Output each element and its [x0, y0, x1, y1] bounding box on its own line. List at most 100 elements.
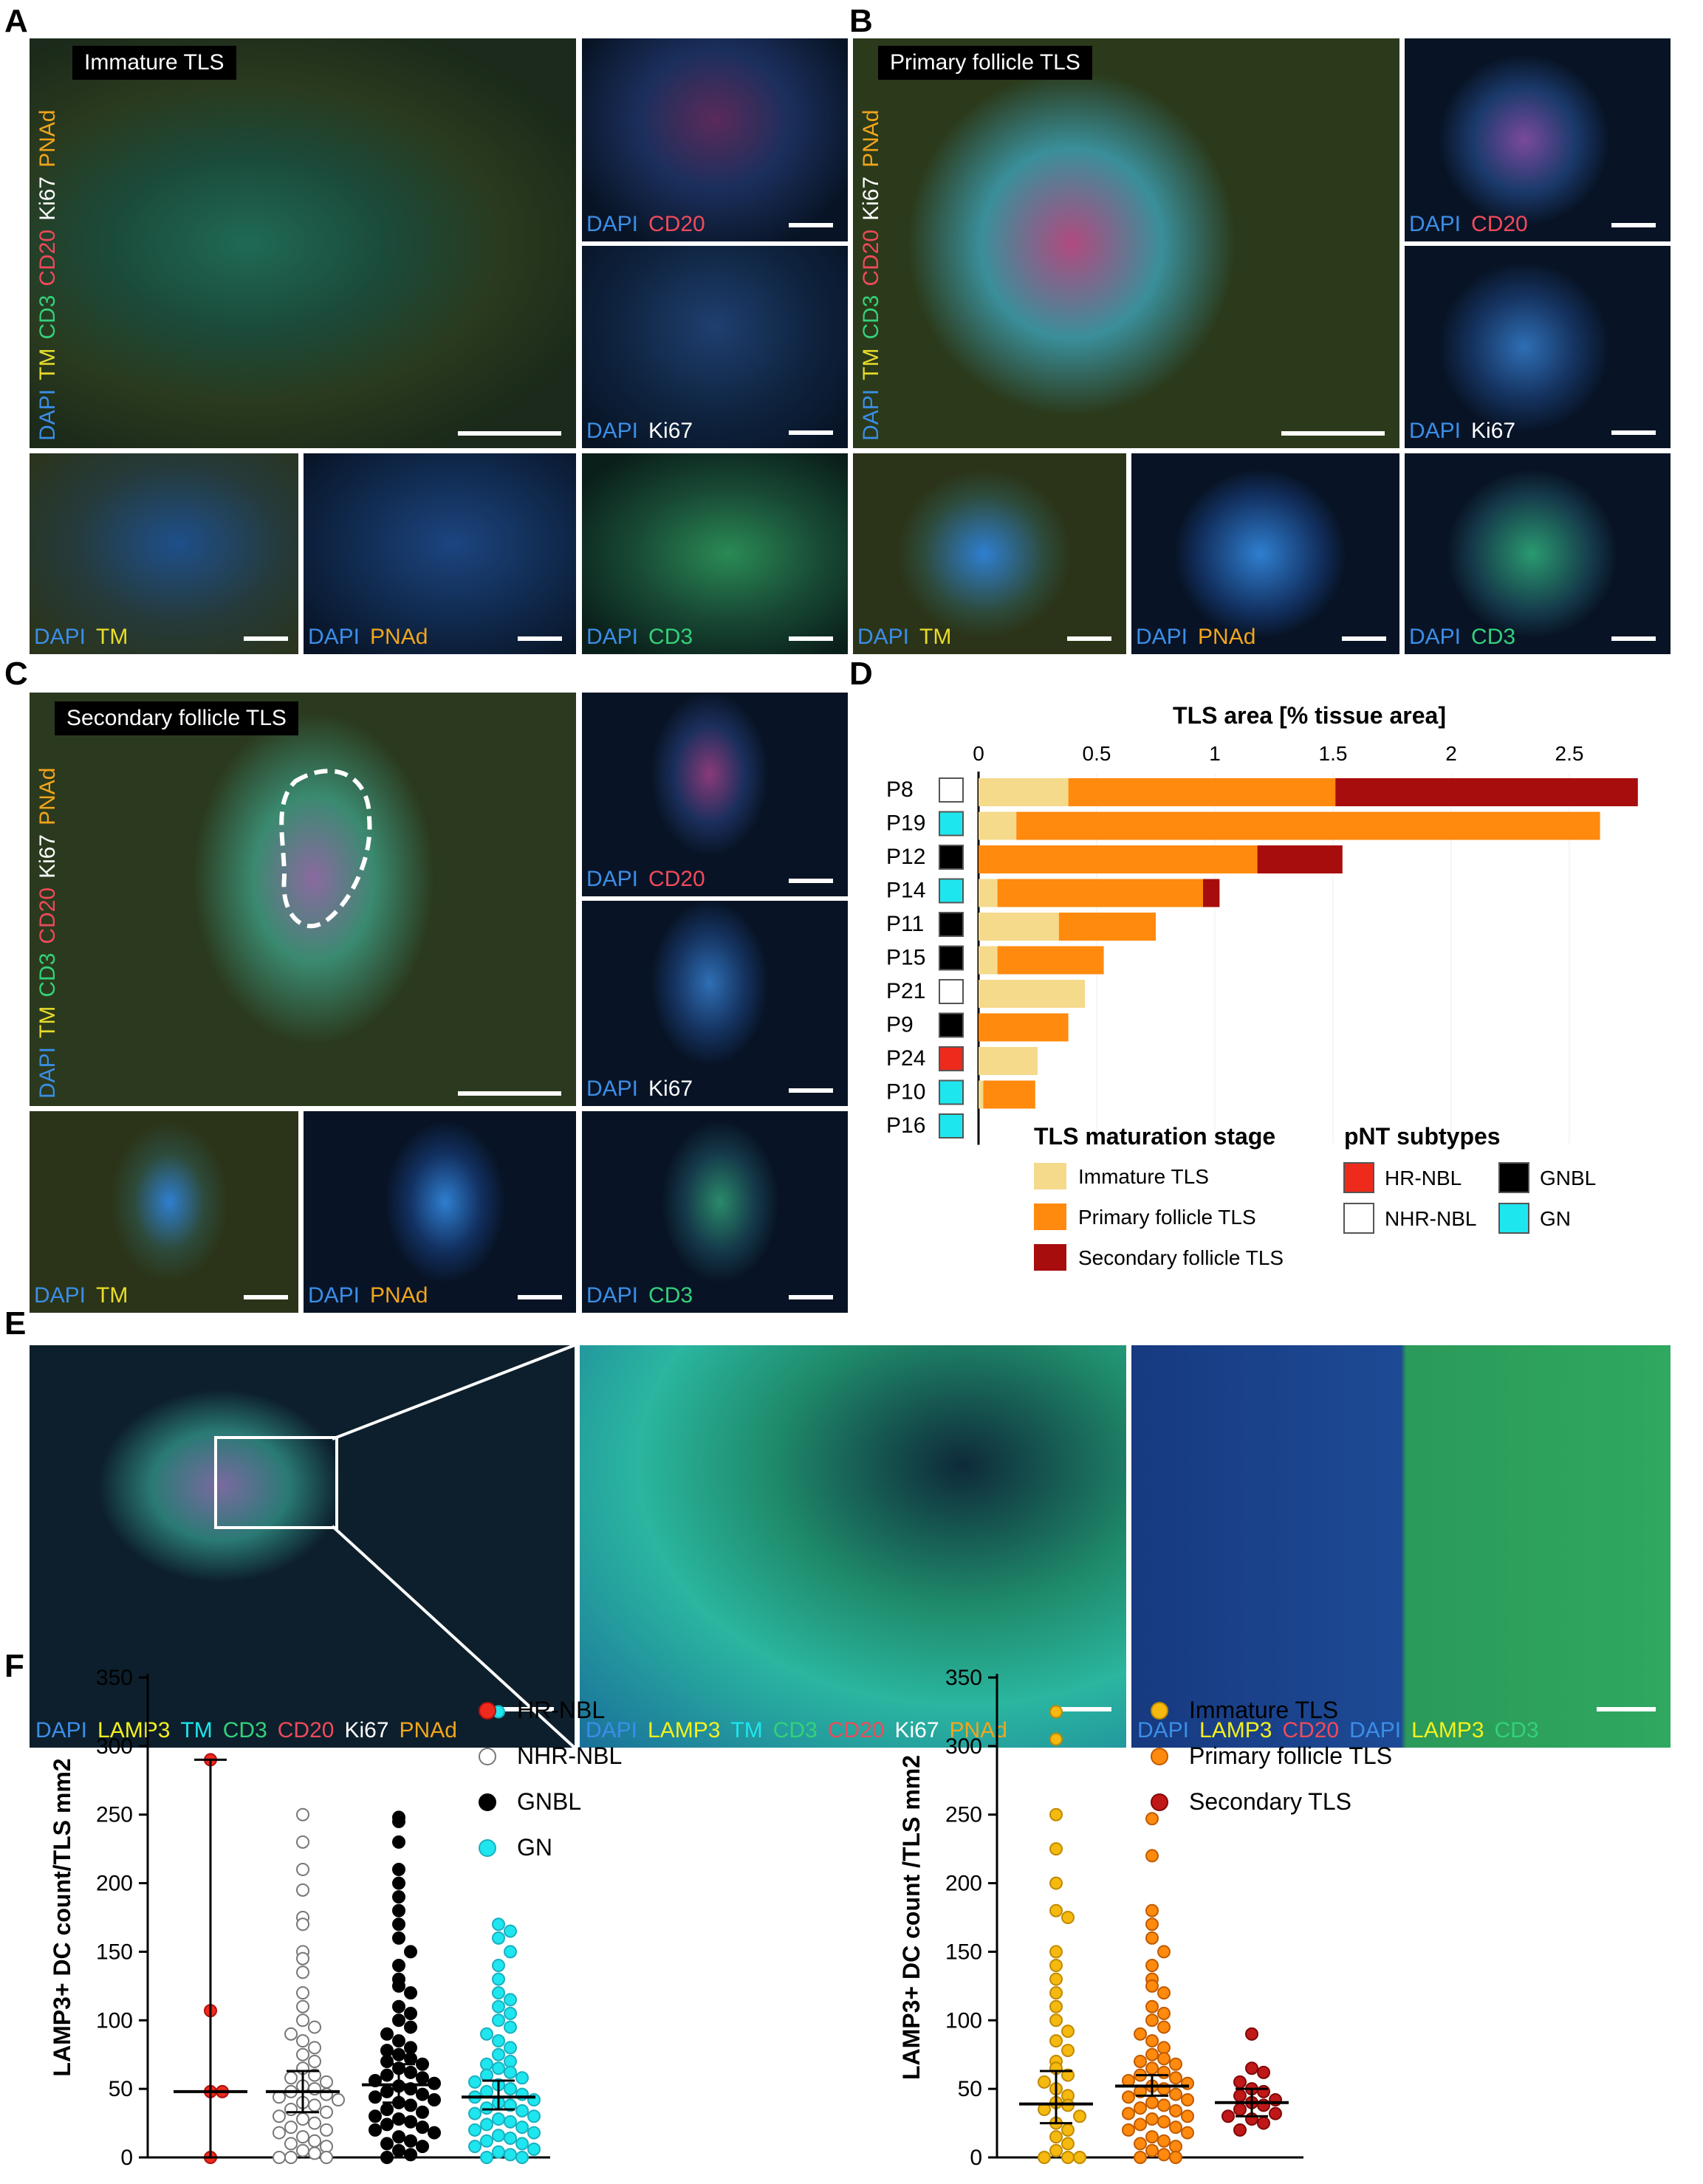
data-point [392, 1863, 405, 1876]
panel-letter-f: F [4, 1648, 24, 1684]
panel-b-title: Primary follicle TLS [878, 46, 1092, 80]
data-point [1157, 2007, 1171, 2020]
legend-label: HR-NBL [1385, 1167, 1462, 1189]
data-point [1134, 2137, 1147, 2151]
data-point [1049, 2034, 1063, 2048]
data-point [404, 1986, 417, 2000]
data-point [1145, 2130, 1159, 2144]
legend-marker [479, 1793, 496, 1811]
data-point [492, 1986, 505, 2000]
data-point [480, 2151, 493, 2164]
legend-marker [479, 1702, 496, 1720]
data-point [504, 2007, 517, 2020]
data-point [1061, 2025, 1075, 2039]
scale-bar [789, 223, 833, 227]
x-tick-label: 2.5 [1555, 742, 1584, 765]
panel-a-bottom-2-labels: DAPI PNAd [308, 625, 428, 649]
scale-bar [1611, 636, 1656, 641]
data-point [1134, 2118, 1147, 2132]
data-point [380, 2103, 394, 2116]
panel-a-bottom-3-labels: DAPI CD3 [586, 625, 693, 649]
data-point [1157, 2098, 1171, 2112]
legend-label: Immature TLS [1078, 1165, 1209, 1188]
data-point [1049, 1945, 1063, 1959]
data-point [504, 2055, 517, 2068]
scale-bar [789, 430, 833, 435]
scale-bar [495, 1707, 554, 1711]
data-point [504, 2098, 517, 2112]
data-point [404, 2041, 417, 2055]
data-point [480, 2101, 493, 2115]
data-point [1157, 1945, 1171, 1959]
legend-title: pNT subtypes [1344, 1123, 1501, 1150]
legend-label: Immature TLS [1189, 1697, 1338, 1723]
data-point [1049, 2143, 1063, 2157]
data-point [1145, 1917, 1159, 1931]
panel-letter-a: A [4, 3, 28, 39]
panel-e-zoom-image-2: DAPI LAMP3 CD20 DAPI LAMP3 CD3 [1131, 1345, 1671, 1748]
data-point [284, 2137, 298, 2151]
panel-c-side-1-labels: DAPI CD20 [586, 867, 705, 891]
scale-bar [789, 1088, 833, 1093]
panel-c-bottom-image-2: DAPI PNAd [304, 1111, 576, 1313]
bar-segment [1335, 778, 1638, 806]
y-tick-label: 100 [945, 2008, 982, 2033]
data-point [392, 1979, 405, 1993]
data-point [392, 2013, 405, 2027]
data-point [1145, 2047, 1159, 2061]
data-point [492, 2034, 505, 2048]
data-point [468, 2106, 482, 2121]
zoom-region-box [214, 1436, 338, 1529]
bar-segment [1068, 778, 1336, 806]
data-point [1157, 2065, 1171, 2079]
data-point [527, 2126, 541, 2140]
lamp3-by-subtype-chart: 0 50 100 150 200 250 300 350 LAMP3+ DC count/TLS… [49, 1666, 622, 2170]
data-point [1169, 2057, 1182, 2071]
data-point [1073, 2151, 1086, 2164]
subtype-swatch [939, 845, 964, 870]
legend-swatch [1034, 1244, 1066, 1271]
data-point [504, 2115, 517, 2129]
y-tick-label: 100 [96, 2008, 133, 2033]
subtype-swatch [939, 945, 964, 971]
data-point [392, 1890, 405, 1904]
data-point [308, 2020, 321, 2034]
scale-bar [518, 636, 562, 641]
data-point [296, 1986, 309, 2000]
panel-a-bottom-image-2: DAPI PNAd [304, 453, 576, 654]
x-tick-label: 0.5 [1083, 742, 1111, 765]
data-point [308, 2055, 321, 2068]
scale-bar [244, 636, 288, 641]
bar-segment [997, 879, 1203, 907]
data-point [527, 2109, 541, 2123]
data-point [1122, 2090, 1135, 2104]
germinal-center-outline [279, 769, 372, 929]
data-point [320, 2075, 333, 2089]
panel-a-bottom-image-1: DAPI TM [30, 453, 298, 654]
bar-segment [979, 811, 1017, 840]
data-point [296, 2013, 309, 2027]
scale-bar [1597, 1707, 1656, 1711]
scale-bar [789, 636, 833, 641]
data-point [1073, 2109, 1086, 2123]
panel-c-bottom-1-labels: DAPI TM [34, 1283, 129, 1308]
data-point [1145, 1849, 1159, 1863]
category-label: P14 [886, 879, 925, 903]
data-point [1049, 1999, 1063, 2013]
scale-bar [1067, 636, 1111, 641]
data-point [416, 2057, 429, 2071]
data-point [392, 2034, 405, 2048]
data-point [1038, 2151, 1051, 2164]
data-point [504, 1945, 517, 1959]
data-point [492, 1917, 505, 1931]
category-label: P15 [886, 946, 925, 970]
data-point [1122, 2123, 1135, 2137]
data-point [1049, 1807, 1063, 1821]
data-point [380, 2137, 394, 2151]
legend-label: GNBL [517, 1788, 581, 1815]
legend-swatch [1498, 1203, 1529, 1234]
legend-marker [479, 1748, 496, 1765]
data-point [392, 2143, 405, 2157]
data-point [1061, 1911, 1075, 1924]
data-point [1245, 2061, 1258, 2075]
